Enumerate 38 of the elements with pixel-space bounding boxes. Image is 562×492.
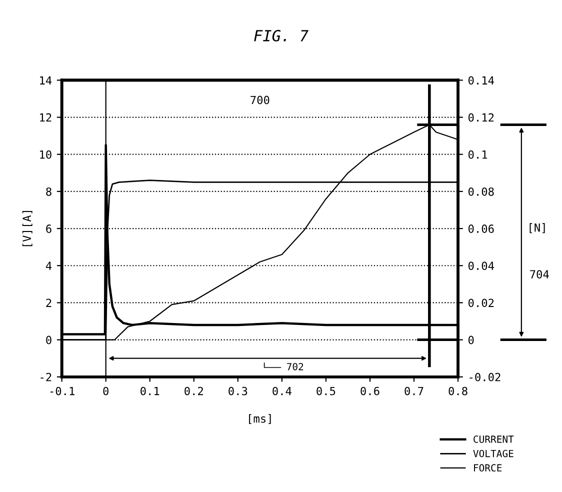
legend-label: FORCE [474,464,502,472]
x-tick-label: -0.1 [50,386,74,396]
y-tick-label: 10 [40,150,52,159]
x-tick-label: 0.6 [360,386,380,396]
y-tick-label: 4 [46,262,52,270]
legend-label: VOLTAGE [473,450,514,458]
x-axis-title: [ms] [249,414,271,424]
x-tick-label: 0.5 [316,386,336,396]
annotation: 700 [250,96,270,104]
y2-tick-label: 0.08 [468,187,494,196]
y2-tick-label: 0.12 [468,113,494,122]
x-tick-label: 0.8 [448,386,468,396]
y2-tick-label: 0.06 [468,224,494,233]
y2-tick-label: 0 [468,336,474,344]
y-tick-label: 2 [46,298,52,307]
y-tick-label: -2 [40,372,52,382]
y-tick-label: 8 [46,187,52,196]
y2-axis-title: [N] [530,223,545,234]
y2-tick-label: -0.02 [470,372,500,382]
x-tick-label: 0 [103,386,108,396]
x-tick-label: 0.2 [184,386,203,396]
y-tick-label: 6 [46,224,52,233]
y2-tick-label: 0.1 [468,150,488,159]
y-tick-label: 12 [40,113,52,122]
x-tick-label: 0.4 [272,386,292,396]
annotation: 702 [287,363,304,370]
x-tick-label: 0.7 [404,386,424,396]
y-axis-title: [V][A] [22,210,32,246]
chart-title: FIG. 7 [254,30,308,42]
y-tick-label: 0 [46,336,52,344]
legend-label: CURRENT [474,436,514,443]
y2-tick-label: 0.04 [468,262,494,270]
x-tick-label: 0.1 [140,386,160,396]
y2-tick-label: 0.02 [468,298,494,308]
y2-tick-label: 0.14 [468,76,494,85]
text: 704 [530,270,549,279]
y-tick-label: 14 [40,76,52,84]
x-tick-label: 0.3 [228,386,248,396]
